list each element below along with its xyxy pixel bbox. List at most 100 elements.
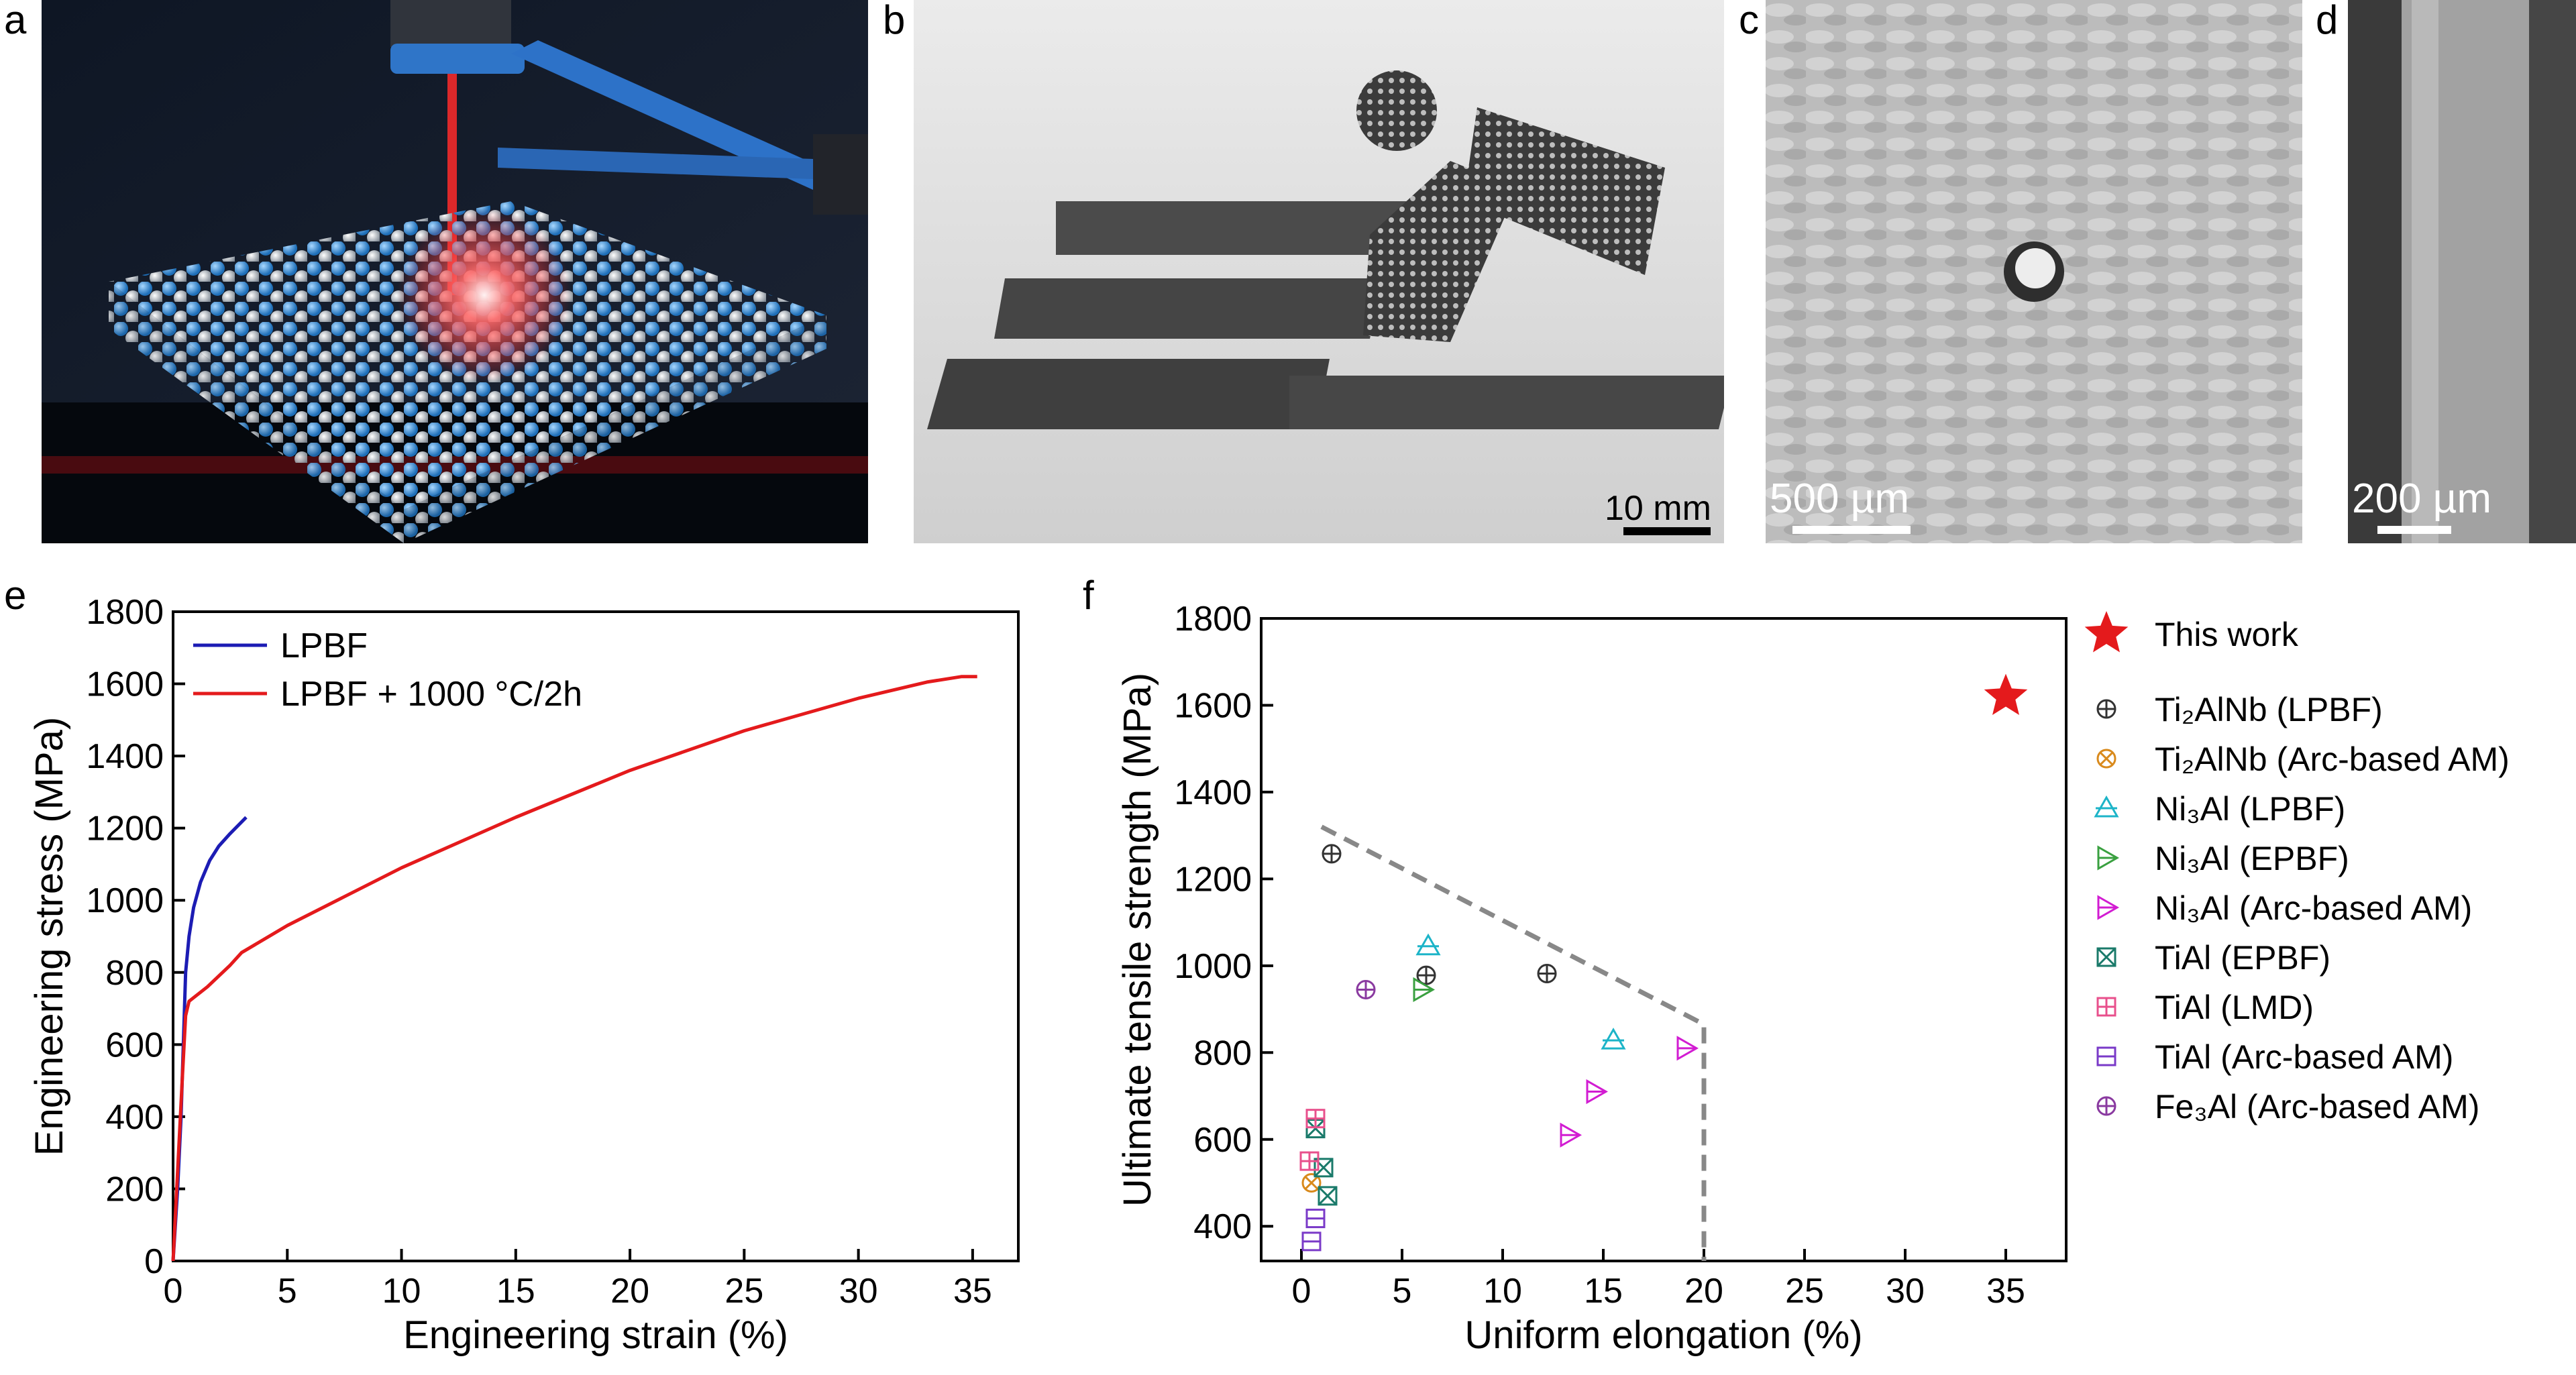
chart-e-y-tick-label: 1600 [86, 665, 164, 704]
chart-f-legend-label: TiAl (LMD) [2155, 989, 2314, 1026]
chart-f-data-point [1413, 977, 1436, 1003]
chart-f-data-point [1305, 1209, 1326, 1229]
chart-e-y-tick-label: 200 [105, 1170, 164, 1209]
chart-e-y-tick-label: 800 [105, 954, 164, 993]
chart-e-x-axis-label: Engineering strain (%) [403, 1313, 788, 1357]
chart-f-data-point [1537, 963, 1557, 983]
chart-e-y-tick-label: 1400 [86, 737, 164, 776]
sem-track-image [2348, 0, 2576, 543]
chart-f-legend-marker [2096, 699, 2116, 719]
chart-f-data-point [1356, 979, 1376, 999]
panel-label-e: e [4, 573, 27, 618]
chart-f-plot-frame [1260, 617, 2068, 1262]
chart-e-series-line [171, 675, 977, 1262]
chart-f-legend-label: This work [2155, 616, 2299, 653]
chart-f-x-axis-label: Uniform elongation (%) [1464, 1313, 1862, 1357]
chart-f-x-tick-label: 0 [1292, 1272, 1311, 1311]
scale-bar-c [1792, 526, 1911, 534]
chart-f-data-point [1318, 1186, 1338, 1206]
chart-f-legend-marker [2094, 795, 2119, 818]
chart-f-legend-marker [2096, 1046, 2116, 1066]
chart-f-y-tick-label: 1000 [1174, 947, 1252, 986]
chart-f-data-point [1299, 1151, 1320, 1171]
chart-f-data-point [1313, 1158, 1334, 1178]
chart-e-x-tick-label: 30 [839, 1272, 878, 1311]
chart-f-legend-marker [2096, 1096, 2116, 1116]
scale-label-d: 200 µm [2352, 476, 2492, 522]
chart-e-x-tick-label: 0 [164, 1272, 183, 1311]
chart-e-y-tick-label: 0 [144, 1242, 164, 1281]
chart-f-y-tick-label: 1400 [1174, 773, 1252, 812]
chart-e-y-axis-label: Engineering stress (MPa) [28, 717, 71, 1156]
panel-label-c: c [1739, 0, 1759, 42]
chart-e-x-tick-label: 15 [496, 1272, 535, 1311]
chart-e-y-tick-label: 1200 [86, 810, 164, 848]
chart-f-data-point [1415, 933, 1441, 956]
chart-f-x-tick-label: 10 [1483, 1272, 1522, 1311]
panel-label-b: b [883, 0, 906, 42]
chart-f-data-point [1322, 844, 1342, 864]
sem-surface-image [1766, 0, 2302, 543]
chart-f-x-tick-label: 5 [1393, 1272, 1412, 1311]
scale-bar-b [1623, 527, 1711, 535]
chart-f-data-point [1416, 965, 1436, 985]
chart-f-y-tick-label: 1200 [1174, 860, 1252, 899]
panel-c-image: 500 µm [1766, 0, 2302, 543]
chart-f-y-axis-label: Ultimate tensile strength (MPa) [1116, 673, 1159, 1207]
chart-f-y-tick-label: 1600 [1174, 686, 1252, 725]
chart-f-y-tick-label: 600 [1193, 1121, 1252, 1160]
chart-f-legend-label: Ni₃Al (Arc-based AM) [2155, 889, 2472, 927]
chart-f-data-point [1601, 1028, 1626, 1050]
chart-f-data-point [1301, 1231, 1322, 1252]
chart-f-legend-label: Ni₃Al (LPBF) [2155, 790, 2345, 828]
scale-label-c: 500 µm [1770, 476, 1910, 522]
chart-f-legend-marker [2084, 611, 2129, 653]
panel-a-image: a [42, 0, 868, 543]
panel-label-d: d [2316, 0, 2339, 42]
chart-e-x-tick-label: 20 [610, 1272, 649, 1311]
chart-e-y-tick-label: 1000 [86, 881, 164, 920]
chart-f-legend-label: Fe₃Al (Arc-based AM) [2155, 1088, 2479, 1125]
chart-e-x-tick-label: 10 [382, 1272, 421, 1311]
chart-f-legend-marker [2097, 845, 2120, 871]
chart-f-data-point [1560, 1122, 1582, 1148]
chart-f-x-tick-label: 25 [1785, 1272, 1824, 1311]
chart-e-x-tick-label: 25 [724, 1272, 763, 1311]
chart-e-legend-label: LPBF + 1000 °C/2h [280, 675, 582, 714]
chart-f-x-tick-label: 15 [1584, 1272, 1623, 1311]
chart-f-legend-label: TiAl (EPBF) [2155, 939, 2330, 977]
chart-f-legend-label: TiAl (Arc-based AM) [2155, 1038, 2453, 1076]
lpbf-illustration [42, 0, 868, 543]
chart-f-y-tick-label: 800 [1193, 1034, 1252, 1072]
scale-bar-d [2377, 526, 2451, 534]
printed-parts-photo [914, 0, 1724, 543]
chart-e-plot-frame [172, 610, 1020, 1262]
chart-f-y-tick-label: 1800 [1174, 600, 1252, 639]
chart-f-legend-label: Ti₂AlNb (LPBF) [2155, 691, 2383, 728]
chart-f-x-tick-label: 20 [1684, 1272, 1723, 1311]
chart-f-x-tick-label: 35 [1986, 1272, 2025, 1311]
panel-label-f: f [1083, 573, 1094, 618]
chart-e-x-tick-label: 35 [953, 1272, 992, 1311]
chart-f-legend-marker [2096, 947, 2116, 967]
chart-f-legend-label: Ti₂AlNb (Arc-based AM) [2155, 740, 2510, 778]
scale-label-b: 10 mm [1605, 489, 1711, 528]
chart-e-y-tick-label: 400 [105, 1098, 164, 1137]
chart-f-data-point [1305, 1109, 1326, 1129]
chart-f-data-point [1984, 673, 2028, 715]
chart-f-x-tick-label: 30 [1886, 1272, 1925, 1311]
chart-f-legend-marker [2097, 895, 2120, 920]
panel-b-image: 10 mm [914, 0, 1724, 543]
panel-d-image: 200 µm [2348, 0, 2576, 543]
chart-f-data-point [1676, 1036, 1699, 1061]
chart-f-legend-marker [2096, 749, 2116, 769]
chart-f-y-tick-label: 400 [1193, 1207, 1252, 1246]
chart-e-y-tick-label: 1800 [86, 593, 164, 632]
chart-f-legend-marker [2096, 997, 2116, 1017]
panel-label-a-outer: a [4, 0, 27, 42]
chart-f-legend-label: Ni₃Al (EPBF) [2155, 840, 2349, 877]
chart-f-data-point [1586, 1079, 1609, 1105]
chart-e-y-tick-label: 600 [105, 1026, 164, 1064]
chart-e-x-tick-label: 5 [278, 1272, 297, 1311]
